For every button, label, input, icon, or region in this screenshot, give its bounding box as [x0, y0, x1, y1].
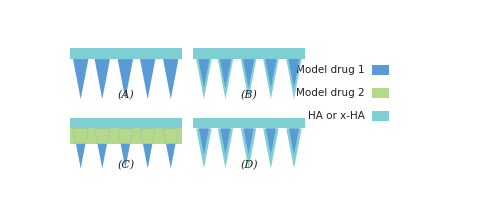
- Text: (A): (A): [118, 90, 134, 101]
- Text: Model drug 1: Model drug 1: [296, 65, 365, 75]
- Polygon shape: [73, 128, 88, 168]
- Polygon shape: [73, 59, 88, 99]
- Polygon shape: [289, 128, 299, 154]
- Polygon shape: [163, 128, 178, 168]
- Polygon shape: [263, 128, 278, 168]
- Polygon shape: [286, 128, 302, 168]
- Polygon shape: [118, 128, 133, 144]
- Polygon shape: [263, 59, 278, 99]
- Bar: [372, 65, 388, 75]
- Polygon shape: [73, 128, 88, 144]
- Polygon shape: [220, 59, 231, 88]
- Polygon shape: [241, 128, 256, 168]
- Bar: [70, 48, 182, 59]
- Polygon shape: [140, 128, 156, 144]
- Text: (C): (C): [117, 160, 134, 170]
- Polygon shape: [286, 59, 302, 99]
- Polygon shape: [244, 128, 254, 154]
- Polygon shape: [196, 128, 212, 168]
- Polygon shape: [94, 59, 110, 99]
- Bar: [193, 48, 305, 59]
- Bar: [372, 88, 388, 98]
- Bar: [70, 118, 182, 128]
- Polygon shape: [140, 128, 156, 168]
- Polygon shape: [199, 128, 209, 154]
- Polygon shape: [243, 59, 254, 88]
- Bar: [70, 128, 182, 144]
- Text: Model drug 2: Model drug 2: [296, 88, 365, 98]
- Polygon shape: [288, 59, 300, 88]
- Text: (D): (D): [240, 160, 258, 170]
- Polygon shape: [220, 128, 230, 154]
- Polygon shape: [241, 59, 256, 99]
- Bar: [193, 118, 305, 128]
- Polygon shape: [118, 128, 133, 168]
- Polygon shape: [94, 128, 110, 168]
- Polygon shape: [198, 59, 209, 88]
- Bar: [372, 111, 388, 121]
- Text: (B): (B): [240, 90, 258, 101]
- Polygon shape: [118, 59, 133, 99]
- Polygon shape: [196, 59, 212, 99]
- Polygon shape: [140, 59, 156, 99]
- Polygon shape: [266, 128, 276, 154]
- Polygon shape: [218, 59, 233, 99]
- Polygon shape: [94, 128, 110, 144]
- Polygon shape: [218, 128, 233, 168]
- Text: HA or x-HA: HA or x-HA: [308, 111, 365, 121]
- Polygon shape: [163, 59, 178, 99]
- Polygon shape: [163, 128, 178, 144]
- Polygon shape: [266, 59, 276, 88]
